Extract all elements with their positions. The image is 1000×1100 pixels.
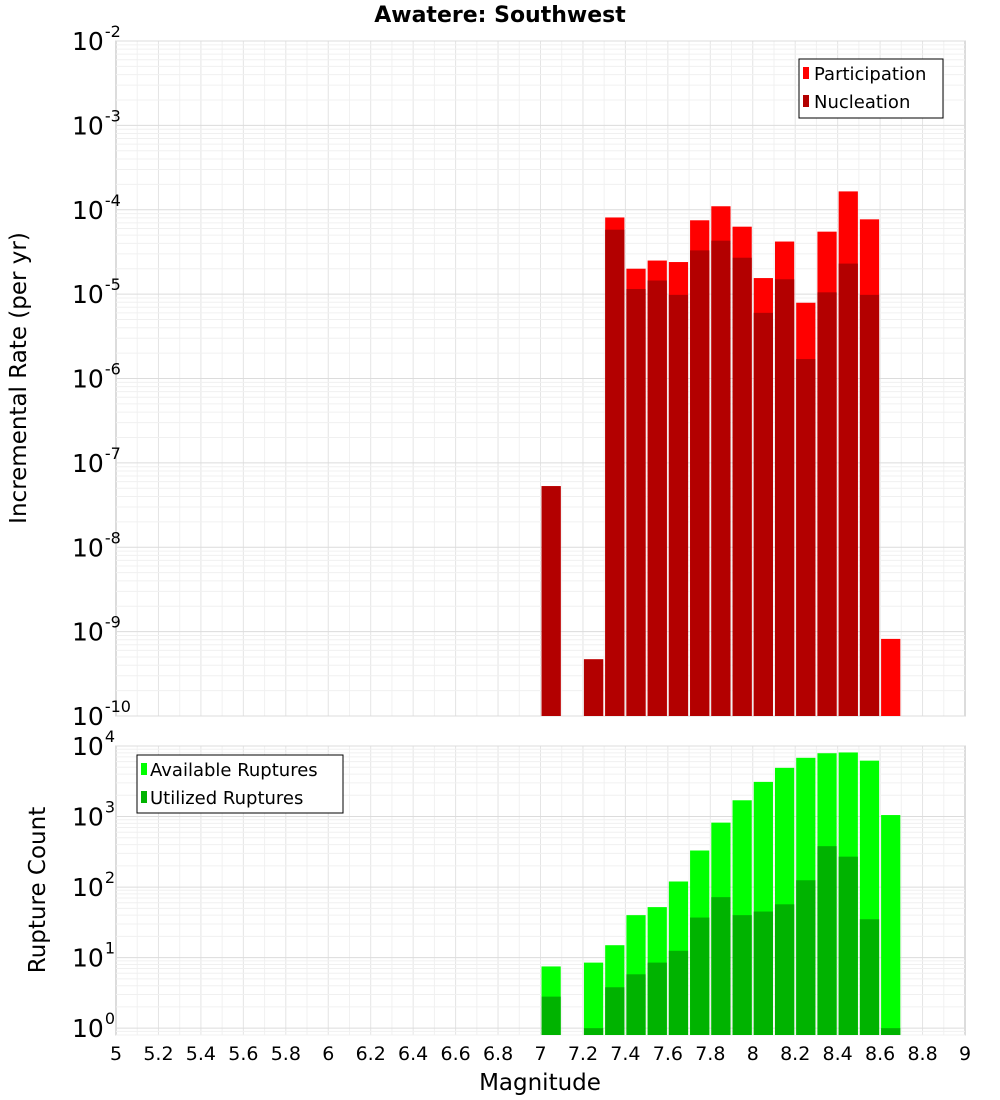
rate-y-tick-label: 10-2 xyxy=(72,22,121,56)
utilized-ruptures-bar xyxy=(605,987,625,1035)
available-ruptures-bar xyxy=(583,962,604,1035)
rate-y-tick-label: 10-4 xyxy=(72,191,121,225)
x-tick-label: 6.6 xyxy=(440,1043,470,1065)
nucleation-bar xyxy=(605,229,625,717)
x-tick-label: 9 xyxy=(959,1043,971,1065)
utilized-ruptures-bar xyxy=(838,856,858,1035)
utilized-ruptures-bar xyxy=(668,950,689,1035)
nucleation-legend-swatch xyxy=(803,95,809,107)
rate-legend: Participation Nucleation xyxy=(798,58,944,119)
rate-legend-box xyxy=(798,58,944,119)
rate-y-tick-label: 10-5 xyxy=(72,275,121,309)
rate-y-tick-label: 10-10 xyxy=(72,697,131,731)
x-tick-label: 8.2 xyxy=(780,1043,810,1065)
count-legend: Available Ruptures Utilized Ruptures xyxy=(136,754,344,814)
rate-panel: 10-10 10-9 10-8 10-7 10-6 10-5 10-4 10-3 10-2 In… xyxy=(6,22,966,731)
participation-legend-label: Participation xyxy=(814,64,926,85)
rate-bars xyxy=(541,191,901,717)
x-tick-labels: 5 5.2 5.4 5.6 5.8 6 6.2 6.4 6.6 6.8 7 7.2 7.4 7.6 7.8 8… xyxy=(110,1043,971,1065)
utilized-ruptures-bar xyxy=(881,1028,901,1035)
rate-gridlines xyxy=(116,40,965,717)
nucleation-bar xyxy=(774,279,795,716)
nucleation-bar xyxy=(690,250,710,717)
utilized-ruptures-bar xyxy=(774,904,795,1035)
available-ruptures-bar xyxy=(881,815,901,1035)
count-y-axis-label: Rupture Count xyxy=(25,807,51,973)
count-gridlines xyxy=(116,745,965,1036)
rate-y-tick-label: 10-7 xyxy=(72,444,121,478)
x-tick-label: 5.2 xyxy=(143,1043,173,1065)
nucleation-bar xyxy=(668,294,689,716)
x-tick-label: 6.2 xyxy=(356,1043,386,1065)
count-bars xyxy=(541,752,901,1035)
x-tick-label: 5.8 xyxy=(271,1043,301,1065)
utilized-ruptures-bar xyxy=(796,880,816,1035)
nucleation-bar xyxy=(647,280,667,716)
x-tick-label: 8 xyxy=(747,1043,759,1065)
nucleation-bar xyxy=(583,659,604,716)
x-tick-label: 6.4 xyxy=(398,1043,428,1065)
x-tick-label: 5.4 xyxy=(186,1043,216,1065)
x-tick-label: 8.6 xyxy=(865,1043,895,1065)
participation-legend-swatch xyxy=(803,67,809,79)
rate-y-axis-label: Incremental Rate (per yr) xyxy=(6,232,32,524)
chart-title: Awatere: Southwest xyxy=(374,3,626,28)
count-y-tick-label: 100 xyxy=(72,1009,115,1043)
x-tick-label: 7.8 xyxy=(695,1043,725,1065)
rate-y-tick-labels: 10-10 10-9 10-8 10-7 10-6 10-5 10-4 10-3 10-2 xyxy=(72,22,131,731)
utilized-ruptures-bar xyxy=(817,846,837,1035)
count-y-tick-label: 102 xyxy=(72,868,115,902)
rate-y-tick-label: 10-3 xyxy=(72,106,121,140)
utilized-ruptures-bar xyxy=(626,974,646,1035)
count-y-tick-label: 101 xyxy=(72,939,115,973)
utilized-ruptures-bar xyxy=(541,996,561,1035)
rate-y-tick-label: 10-8 xyxy=(72,528,121,562)
available-legend-label: Available Ruptures xyxy=(150,760,318,781)
nucleation-bar xyxy=(796,359,816,716)
nucleation-bar xyxy=(838,263,858,716)
utilized-ruptures-bar xyxy=(711,897,731,1035)
count-panel: 100 101 102 103 104 Rupture Count Available … xyxy=(25,727,971,1096)
utilized-ruptures-bar xyxy=(647,962,667,1035)
available-legend-swatch xyxy=(141,763,147,775)
nucleation-bar xyxy=(753,312,773,716)
utilized-ruptures-bar xyxy=(690,917,710,1035)
participation-bar xyxy=(881,638,901,716)
count-y-tick-labels: 100 101 102 103 104 xyxy=(72,727,115,1043)
x-tick-label: 7.2 xyxy=(568,1043,598,1065)
nucleation-bar xyxy=(859,294,880,716)
nucleation-bar xyxy=(711,240,731,717)
utilized-ruptures-bar xyxy=(583,1028,604,1035)
x-tick-label: 5 xyxy=(110,1043,122,1065)
utilized-legend-swatch xyxy=(141,791,147,803)
x-tick-label: 8.4 xyxy=(823,1043,853,1065)
rate-y-tick-label: 10-6 xyxy=(72,360,121,394)
x-tick-label: 8.8 xyxy=(907,1043,937,1065)
nucleation-bar xyxy=(732,257,752,716)
utilized-ruptures-bar xyxy=(732,915,752,1035)
x-tick-label: 7.6 xyxy=(653,1043,683,1065)
utilized-ruptures-bar xyxy=(859,919,880,1035)
x-tick-label: 7.4 xyxy=(610,1043,640,1065)
utilized-legend-label: Utilized Ruptures xyxy=(150,788,303,809)
nucleation-bar xyxy=(817,292,837,716)
count-legend-box xyxy=(136,754,344,814)
count-y-tick-label: 103 xyxy=(72,798,115,832)
x-tick-label: 5.6 xyxy=(228,1043,258,1065)
count-y-tick-label: 104 xyxy=(72,727,115,761)
x-axis-label: Magnitude xyxy=(479,1070,601,1096)
x-tick-label: 6.8 xyxy=(483,1043,513,1065)
x-tick-label: 6 xyxy=(322,1043,334,1065)
utilized-ruptures-bar xyxy=(753,911,773,1035)
nucleation-bar xyxy=(541,486,561,716)
rate-y-tick-label: 10-9 xyxy=(72,613,121,647)
nucleation-bar xyxy=(626,289,646,716)
nucleation-legend-label: Nucleation xyxy=(814,92,910,113)
x-tick-label: 7 xyxy=(534,1043,546,1065)
